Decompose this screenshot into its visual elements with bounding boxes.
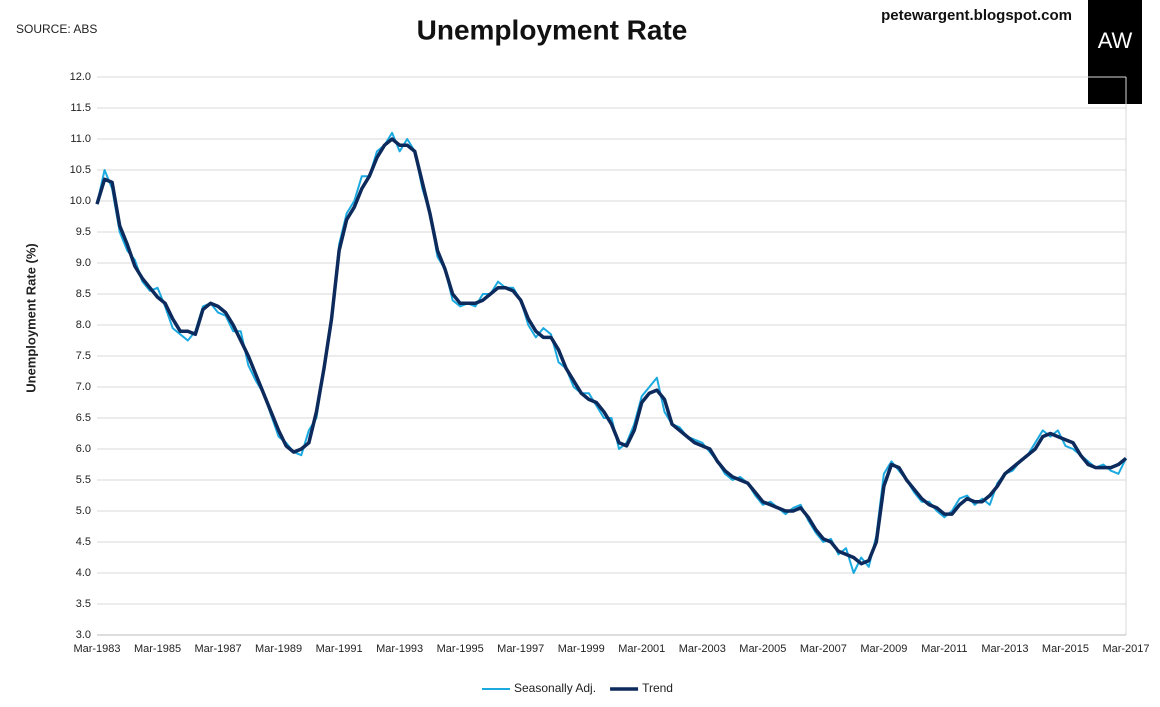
x-tick-label: Mar-2007 [800, 643, 847, 655]
x-tick-label: Mar-2017 [1102, 643, 1149, 655]
legend-label: Seasonally Adj. [514, 681, 596, 695]
x-tick-label: Mar-1985 [134, 643, 181, 655]
y-tick-label: 3.5 [76, 598, 91, 610]
x-tick-label: Mar-2013 [981, 643, 1028, 655]
chart-title: Unemployment Rate [417, 14, 688, 45]
y-tick-label: 4.5 [76, 536, 91, 548]
y-tick-label: 10.0 [70, 195, 91, 207]
y-tick-label: 8.0 [76, 319, 91, 331]
x-tick-label: Mar-2015 [1042, 643, 1089, 655]
x-tick-label: Mar-1999 [558, 643, 605, 655]
y-axis-title: Unemployment Rate (%) [23, 243, 38, 393]
y-tick-label: 7.0 [76, 381, 91, 393]
legend-label: Trend [642, 681, 673, 695]
x-tick-label: Mar-1983 [73, 643, 120, 655]
x-tick-label: Mar-1989 [255, 643, 302, 655]
y-tick-label: 6.5 [76, 412, 91, 424]
x-tick-label: Mar-1995 [437, 643, 484, 655]
x-tick-label: Mar-2011 [921, 643, 967, 655]
x-tick-label: Mar-1993 [376, 643, 423, 655]
x-tick-label: Mar-1991 [316, 643, 363, 655]
y-tick-label: 5.5 [76, 474, 91, 486]
source-note: SOURCE: ABS [16, 22, 97, 36]
x-tick-label: Mar-1987 [195, 643, 242, 655]
y-tick-label: 4.0 [76, 567, 91, 579]
y-tick-label: 8.5 [76, 288, 91, 300]
x-tick-label: Mar-2009 [860, 643, 907, 655]
credit: petewargent.blogspot.com [881, 7, 1072, 24]
y-tick-label: 11.0 [70, 133, 91, 145]
x-tick-label: Mar-1997 [497, 643, 544, 655]
y-tick-label: 5.0 [76, 505, 91, 517]
y-tick-label: 12.0 [70, 71, 91, 83]
y-tick-label: 10.5 [70, 164, 91, 176]
x-tick-label: Mar-2003 [679, 643, 726, 655]
y-tick-label: 6.0 [76, 443, 91, 455]
y-tick-label: 3.0 [76, 629, 91, 641]
logo: AW [1098, 28, 1133, 53]
series-line [95, 137, 1128, 566]
y-tick-label: 11.5 [70, 102, 91, 114]
y-tick-label: 9.5 [76, 226, 91, 238]
logo-box [1088, 0, 1142, 104]
y-tick-label: 7.5 [76, 350, 91, 362]
y-tick-label: 9.0 [76, 257, 91, 269]
x-tick-label: Mar-2001 [618, 643, 665, 655]
x-tick-label: Mar-2005 [739, 643, 786, 655]
